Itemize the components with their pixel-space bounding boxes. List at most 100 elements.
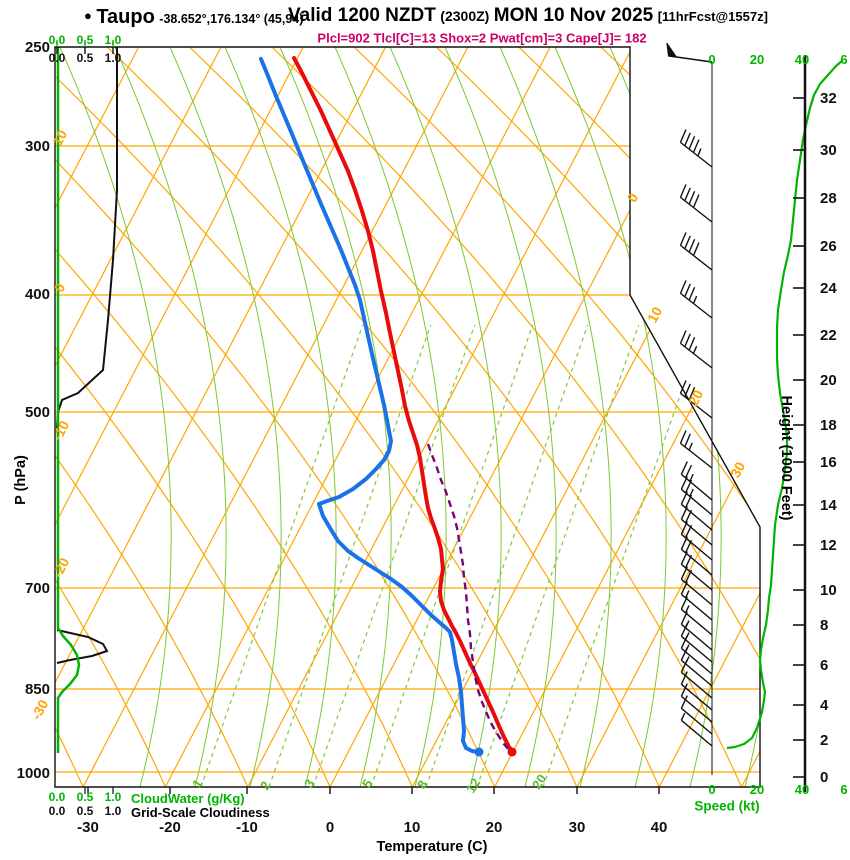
mixing-ratio-lines: [200, 324, 706, 787]
svg-text:-20: -20: [49, 555, 73, 581]
svg-text:850: 850: [25, 681, 50, 698]
svg-text:10: 10: [49, 127, 71, 148]
svg-text:12: 12: [820, 537, 837, 554]
svg-text:20: 20: [685, 387, 707, 408]
svg-text:0.5: 0.5: [77, 51, 94, 65]
svg-text:32: 32: [820, 90, 837, 107]
pressure-axis-labels: 250 300 400 500 700 850 1000: [17, 39, 50, 782]
svg-text:40: 40: [795, 52, 809, 67]
svg-text:-30: -30: [28, 697, 52, 723]
station-coords: -38.652°,176.134° (45,94): [159, 12, 304, 26]
height-axis-title: Height (1000 Feet): [778, 395, 794, 521]
isobar-lines: [55, 145, 760, 773]
temperature-axis-labels: -30 -20 -10 0 10 20 30 40: [77, 787, 667, 836]
svg-text:1.0: 1.0: [105, 790, 122, 804]
svg-text:20: 20: [750, 782, 764, 797]
svg-text:0.0: 0.0: [49, 33, 66, 47]
cloudiness-scale-title: Grid-Scale Cloudiness: [131, 805, 270, 820]
station-bullet-icon: ●: [84, 8, 92, 23]
svg-text:1.0: 1.0: [105, 51, 122, 65]
svg-text:0.0: 0.0: [49, 804, 66, 818]
svg-text:24: 24: [820, 280, 837, 297]
wind-barbs: [666, 42, 713, 747]
svg-text:6: 6: [840, 52, 847, 67]
svg-text:0: 0: [326, 819, 334, 836]
dry-adiabats: [55, 47, 760, 787]
moist-adiabats: [59, 47, 760, 787]
svg-text:12: 12: [463, 776, 483, 796]
station-name: Taupo: [96, 6, 155, 28]
svg-text:6: 6: [820, 657, 828, 674]
svg-text:-10: -10: [49, 418, 73, 444]
svg-text:1000: 1000: [17, 765, 50, 782]
valid-zulu: (2300Z): [440, 8, 490, 24]
temperature-curve: [292, 56, 517, 757]
svg-text:20: 20: [820, 372, 837, 389]
svg-text:8: 8: [414, 778, 431, 792]
svg-text:2: 2: [820, 732, 828, 749]
svg-text:26: 26: [820, 238, 837, 255]
svg-text:28: 28: [820, 190, 837, 207]
sounding-indices: Plcl=902 Tlcl[C]=13 Shox=2 Pwat[cm]=3 Ca…: [317, 30, 647, 46]
pressure-axis-title: P (hPa): [13, 455, 29, 505]
speed-curve: [726, 59, 844, 750]
svg-text:0.5: 0.5: [77, 33, 94, 47]
svg-text:1.0: 1.0: [105, 804, 122, 818]
valid-time: Valid 1200 NZDT: [288, 5, 436, 26]
svg-text:0: 0: [624, 190, 642, 205]
svg-text:40: 40: [651, 819, 668, 836]
svg-text:-30: -30: [77, 819, 99, 836]
svg-text:250: 250: [25, 39, 50, 56]
plot-border: [54, 46, 761, 788]
svg-text:10: 10: [644, 304, 666, 325]
cloudwater-scale-title: CloudWater (g/Kg): [131, 791, 245, 806]
dewpoint-curve: [259, 57, 484, 757]
valid-date: MON 10 Nov 2025: [493, 5, 654, 26]
isotherm-grid: [55, 47, 760, 787]
svg-text:0: 0: [820, 769, 828, 786]
svg-text:18: 18: [820, 417, 837, 434]
svg-text:0: 0: [708, 782, 715, 797]
cloud-scale-rows: 0.00.00.50.51.01.00.00.00.50.51.01.0: [49, 33, 122, 818]
svg-text:0: 0: [51, 280, 69, 295]
svg-text:3: 3: [301, 777, 318, 791]
temperature-axis-title: Temperature (C): [376, 839, 488, 855]
parcel-curve: [426, 443, 510, 751]
svg-text:0.5: 0.5: [77, 790, 94, 804]
svg-text:40: 40: [795, 782, 809, 797]
svg-text:4: 4: [820, 697, 829, 714]
svg-text:5: 5: [359, 777, 376, 791]
svg-text:6: 6: [840, 782, 847, 797]
svg-text:20: 20: [750, 52, 764, 67]
svg-text:0.5: 0.5: [77, 804, 94, 818]
svg-text:1.0: 1.0: [105, 33, 122, 47]
forecast-hour: [11hrFcst@1557z]: [657, 9, 768, 24]
svg-text:-20: -20: [159, 819, 181, 836]
svg-text:30: 30: [569, 819, 586, 836]
svg-text:300: 300: [25, 138, 50, 155]
svg-text:22: 22: [820, 327, 837, 344]
svg-text:0.0: 0.0: [49, 790, 66, 804]
svg-text:10: 10: [820, 582, 837, 599]
svg-text:0: 0: [708, 52, 715, 67]
svg-text:30: 30: [727, 459, 749, 480]
svg-text:20: 20: [529, 772, 549, 792]
svg-text:14: 14: [820, 497, 837, 514]
speed-axis-labels: 0 20 40 60 20 40 6: [708, 52, 847, 797]
svg-text:-10: -10: [236, 819, 258, 836]
svg-text:2: 2: [257, 779, 274, 793]
svg-text:16: 16: [820, 454, 837, 471]
cloud-profiles: [56, 47, 118, 753]
page-title: ● Taupo -38.652°,176.134° (45,94): [84, 6, 303, 29]
svg-text:700: 700: [25, 580, 50, 597]
svg-text:500: 500: [25, 404, 50, 421]
svg-text:400: 400: [25, 286, 50, 303]
svg-text:0.0: 0.0: [49, 51, 66, 65]
svg-text:8: 8: [820, 617, 828, 634]
svg-text:30: 30: [820, 142, 837, 159]
valid-time-title: Valid 1200 NZDT (2300Z) MON 10 Nov 2025 …: [288, 5, 768, 27]
speed-axis-title: Speed (kt): [694, 798, 760, 814]
